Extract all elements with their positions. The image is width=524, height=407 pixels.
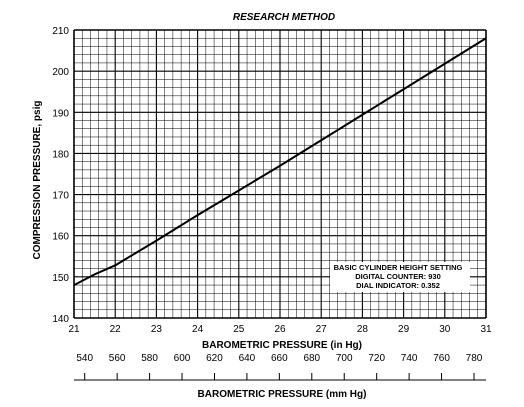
- x-tick-label: 31: [480, 324, 492, 335]
- x-tick-label: 23: [151, 324, 163, 335]
- chart-title: RESEARCH METHOD: [233, 12, 335, 23]
- secondary-tick-label: 700: [336, 353, 353, 364]
- secondary-tick-label: 680: [303, 353, 320, 364]
- secondary-tick-label: 780: [466, 353, 483, 364]
- x-tick-label: 27: [316, 324, 328, 335]
- annotation-background: [330, 262, 470, 292]
- y-tick-label: 180: [52, 149, 69, 160]
- x-tick-label: 24: [192, 324, 204, 335]
- y-tick-label: 140: [52, 314, 69, 325]
- y-tick-label: 210: [52, 26, 69, 37]
- x-tick-label: 25: [233, 324, 245, 335]
- annotation-line-1: BASIC CYLINDER HEIGHT SETTING: [334, 263, 463, 272]
- x-tick-label: 22: [110, 324, 122, 335]
- y-axis-label: COMPRESSION PRESSURE, psig: [32, 101, 43, 260]
- secondary-tick-label: 560: [109, 353, 126, 364]
- secondary-tick-label: 540: [76, 353, 93, 364]
- series-group: [73, 37, 487, 286]
- x-tick-label: 29: [398, 324, 410, 335]
- secondary-axis-label: BAROMETRIC PRESSURE (mm Hg): [198, 389, 367, 400]
- y-tick-label: 150: [52, 273, 69, 284]
- x-tick-label: 21: [68, 324, 80, 335]
- x-axis-label: BAROMETRIC PRESSURE (in Hg): [202, 340, 362, 351]
- secondary-tick-label: 640: [239, 353, 256, 364]
- y-tick-label: 200: [52, 67, 69, 78]
- y-tick-label: 170: [52, 191, 69, 202]
- secondary-tick-label: 620: [206, 353, 223, 364]
- y-tick-label: 190: [52, 108, 69, 119]
- x-tick-label: 26: [274, 324, 286, 335]
- annotation-line-3: DIAL INDICATOR: 0.352: [356, 281, 440, 290]
- secondary-tick-label: 580: [141, 353, 158, 364]
- secondary-tick-label: 740: [401, 353, 418, 364]
- x-tick-label: 28: [357, 324, 369, 335]
- series-line: [73, 37, 487, 286]
- secondary-tick-label: 600: [174, 353, 191, 364]
- y-tick-label: 160: [52, 232, 69, 243]
- tick-labels: 21 22 23 24 25 26 27 28 29 30 31 140 150 160 170 180 190…: [52, 26, 492, 335]
- secondary-tick-label: 720: [368, 353, 385, 364]
- secondary-axis: 540 560 580 600 620 640 660 680 700 720 740 760 780: [74, 353, 486, 381]
- annotation-line-2: DIGITAL COUNTER: 930: [355, 272, 441, 281]
- secondary-tick-label: 760: [433, 353, 450, 364]
- annotation-box: BASIC CYLINDER HEIGHT SETTING DIGITAL CO…: [330, 262, 470, 292]
- secondary-tick-label: 660: [271, 353, 288, 364]
- x-tick-label: 30: [439, 324, 451, 335]
